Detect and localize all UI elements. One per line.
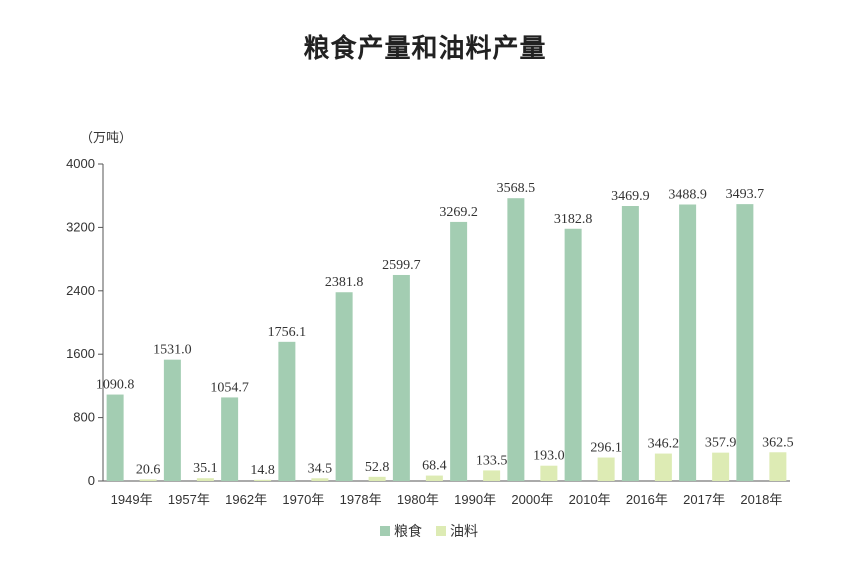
- data-label-grain: 2599.7: [382, 258, 421, 273]
- bar-grain: [507, 198, 525, 481]
- x-tick-label: 1957年: [168, 492, 210, 507]
- bar-oil: [540, 465, 558, 481]
- bar-oil: [769, 452, 787, 481]
- y-tick-label: 800: [73, 410, 95, 425]
- bar-grain: [221, 397, 239, 481]
- x-tick-label: 2018年: [740, 492, 782, 507]
- bar-oil: [139, 479, 157, 481]
- x-tick-label: 2016年: [626, 492, 668, 507]
- data-label-grain: 1090.8: [96, 378, 135, 393]
- bar-oil: [712, 452, 730, 481]
- data-label-oil: 362.5: [762, 435, 794, 450]
- bar-grain: [392, 274, 410, 481]
- bar-oil: [254, 479, 272, 481]
- data-label-oil: 20.6: [136, 462, 161, 477]
- data-label-grain: 3182.8: [554, 212, 593, 227]
- bar-grain: [564, 228, 582, 481]
- bar-oil: [483, 470, 501, 481]
- x-tick-label: 1990年: [454, 492, 496, 507]
- legend-label-oil: 油料: [450, 524, 478, 540]
- bar-grain: [335, 292, 353, 481]
- chart-title: 粮食产量和油料产量: [303, 34, 547, 64]
- data-label-grain: 1531.0: [153, 343, 192, 358]
- x-tick-label: 2017年: [683, 492, 725, 507]
- bar-grain: [278, 341, 296, 481]
- bar-grain: [106, 394, 124, 481]
- data-label-grain: 3469.9: [611, 189, 650, 204]
- x-tick-label: 2000年: [511, 492, 553, 507]
- data-label-oil: 296.1: [590, 441, 622, 456]
- x-tick-label: 2010年: [569, 492, 611, 507]
- data-label-grain: 1054.7: [210, 380, 249, 395]
- data-label-oil: 193.0: [533, 449, 565, 464]
- data-label-oil: 133.5: [476, 453, 508, 468]
- x-tick-label: 1978年: [340, 492, 382, 507]
- data-label-grain: 3269.2: [439, 205, 478, 220]
- y-tick-label: 2400: [66, 283, 95, 298]
- data-label-grain: 3488.9: [668, 188, 707, 203]
- y-tick-label: 3200: [66, 219, 95, 234]
- bar-oil: [311, 478, 329, 481]
- data-label-grain: 3493.7: [726, 187, 765, 202]
- data-label-oil: 357.9: [705, 436, 737, 451]
- data-label-oil: 68.4: [422, 459, 447, 474]
- bar-oil: [196, 478, 214, 481]
- x-tick-label: 1980年: [397, 492, 439, 507]
- bar-oil: [597, 457, 615, 481]
- data-label-oil: 34.5: [308, 461, 333, 476]
- legend-label-grain: 粮食: [394, 523, 422, 540]
- x-tick-label: 1962年: [225, 492, 267, 507]
- data-label-oil: 346.2: [648, 437, 680, 452]
- x-tick-label: 1970年: [282, 492, 324, 507]
- y-tick-label: 1600: [66, 346, 95, 361]
- y-axis-unit-label: （万吨）: [80, 130, 132, 145]
- bar-grain: [736, 204, 754, 481]
- y-tick-label: 4000: [66, 156, 95, 171]
- x-tick-label: 1949年: [111, 492, 153, 507]
- legend-swatch-oil: [436, 526, 446, 536]
- bar-grain: [163, 359, 181, 481]
- bar-grain: [450, 221, 468, 481]
- bar-oil: [368, 476, 386, 481]
- bar-grain: [621, 206, 639, 481]
- data-label-grain: 3568.5: [497, 181, 536, 196]
- bar-grain: [679, 204, 697, 481]
- data-label-grain: 1756.1: [268, 325, 307, 340]
- bar-oil: [425, 475, 443, 481]
- y-tick-label: 0: [88, 473, 95, 488]
- data-label-oil: 14.8: [250, 463, 275, 478]
- legend-swatch-grain: [380, 526, 390, 536]
- data-label-oil: 35.1: [193, 461, 218, 476]
- data-label-grain: 2381.8: [325, 275, 364, 290]
- bar-oil: [654, 453, 672, 481]
- data-label-oil: 52.8: [365, 460, 390, 475]
